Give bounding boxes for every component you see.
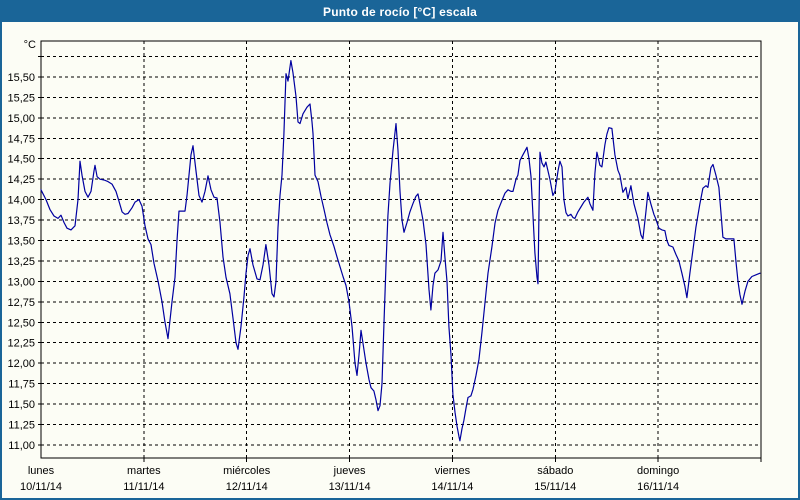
y-tick-label: 12,00	[7, 358, 35, 370]
y-tick-label: 13,25	[7, 256, 35, 268]
x-day-label: viernes	[435, 465, 471, 477]
chart-area: 15,50 15,25 15,00 14,75 14,50 14,25 14,00 13,75…	[2, 22, 798, 498]
y-tick-label: 11,75	[8, 379, 35, 391]
y-tick-label: 11,50	[8, 399, 35, 411]
y-tick-label: 12,50	[7, 317, 35, 329]
plot-frame	[40, 40, 762, 459]
x-date-label: 10/11/14	[20, 481, 62, 493]
y-tick-label: 13,75	[7, 215, 35, 227]
x-day-label: lunes	[28, 465, 55, 477]
x-date-label: 15/11/14	[534, 481, 576, 493]
x-date-label: 12/11/14	[226, 481, 268, 493]
y-tick-label: 12,75	[7, 297, 35, 309]
x-date-label: 11/11/14	[123, 481, 164, 493]
chart-title: Punto de rocío [°C] escala	[2, 2, 798, 22]
x-day-label: jueves	[333, 465, 366, 477]
x-date-label: 14/11/14	[431, 481, 473, 493]
dewpoint-line	[40, 60, 761, 442]
y-axis-unit-label: °C	[24, 39, 36, 51]
y-tick-label: 13,00	[7, 276, 35, 288]
y-tick-label: 15,25	[7, 92, 35, 104]
y-tick-label: 11,00	[8, 440, 35, 452]
y-tick-label: 11,25	[8, 419, 35, 431]
x-date-label: 16/11/14	[637, 481, 679, 493]
x-date-label: 13/11/14	[329, 481, 371, 493]
y-tick-label: 14,00	[7, 195, 35, 207]
dewpoint-chart: 15,50 15,25 15,00 14,75 14,50 14,25 14,00 13,75…	[7, 39, 762, 493]
y-tick-label: 15,00	[7, 113, 35, 125]
x-day-label: martes	[127, 465, 161, 477]
y-tick-label: 14,25	[7, 174, 35, 186]
x-day-label: sábado	[537, 465, 573, 477]
y-tick-label: 13,50	[7, 236, 35, 248]
y-tick-label: 12,25	[7, 338, 35, 350]
y-tick-label: 14,50	[7, 154, 35, 166]
y-tick-label: 14,75	[7, 133, 35, 145]
y-tick-label: 15,50	[7, 72, 35, 84]
x-day-label: domingo	[637, 465, 679, 477]
x-day-label: miércoles	[223, 465, 271, 477]
